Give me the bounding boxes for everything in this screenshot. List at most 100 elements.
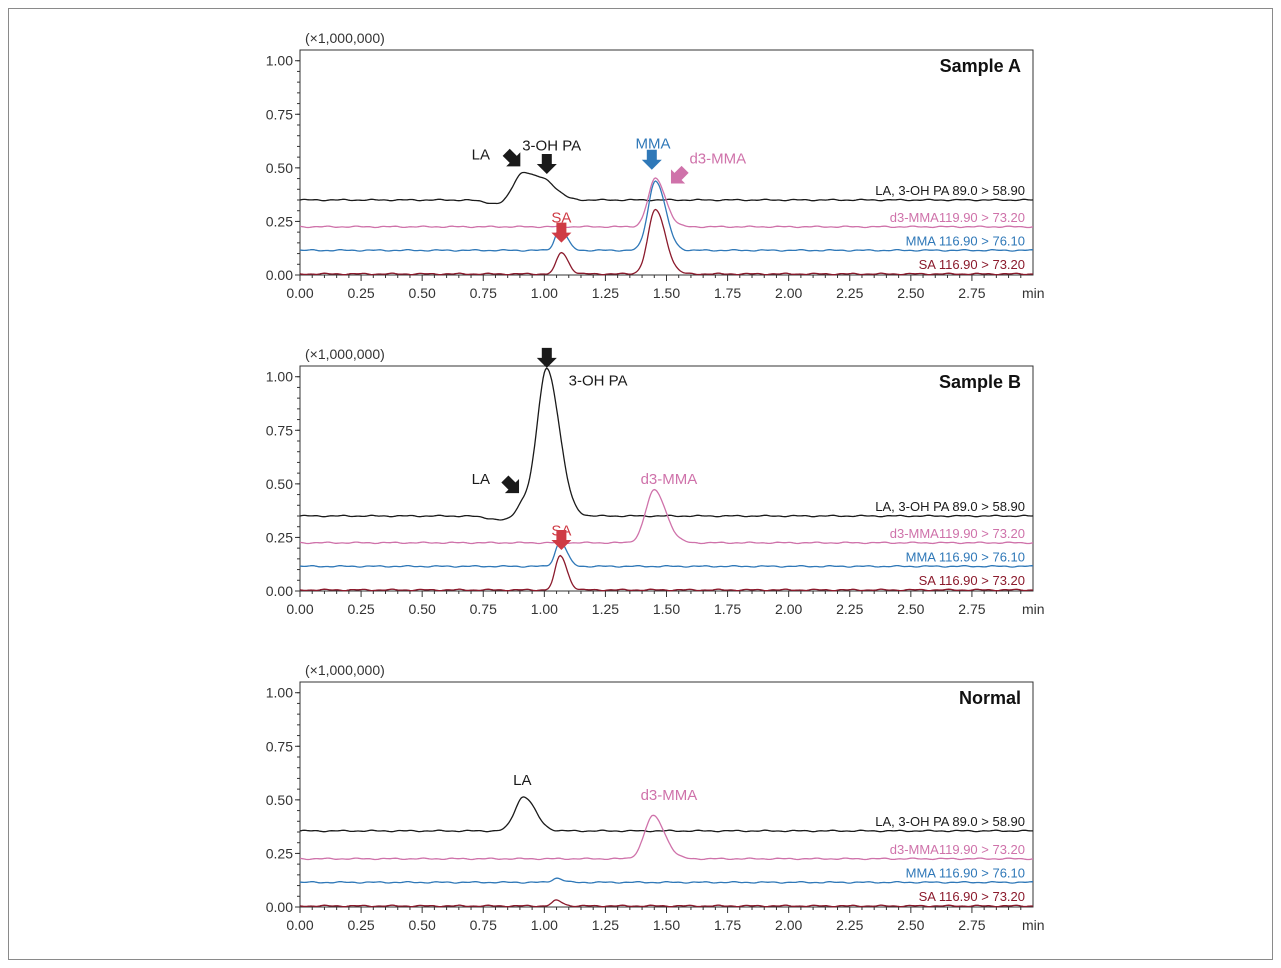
- peak-label-la: LA: [513, 772, 531, 789]
- y-tick-label: 0.25: [266, 213, 293, 229]
- y-tick-label: 0.00: [266, 267, 293, 283]
- y-tick-label: 0.75: [266, 422, 293, 438]
- trace-label: SA 116.90 > 73.20: [919, 889, 1025, 904]
- trace-label: LA, 3-OH PA 89.0 > 58.90: [875, 183, 1025, 198]
- x-tick-label: 0.75: [470, 917, 497, 933]
- trace-sa-116-90-73-20: [299, 899, 1034, 908]
- x-tick-label: 2.50: [897, 601, 924, 617]
- peak-arrow: [501, 475, 520, 494]
- peak-label-d3-mma: d3-MMA: [641, 471, 698, 488]
- panel-title: Normal: [959, 688, 1021, 708]
- trace-d3-mma119-90-73-20: [300, 814, 1034, 861]
- chart-panel-sample-a: (×1,000,000) 0.00 0.25 0.50 0.75 1.00 0.00 0.25…: [266, 30, 1045, 301]
- trace-label: LA, 3-OH PA 89.0 > 58.90: [875, 814, 1025, 829]
- trace-label: MMA 116.90 > 76.10: [906, 233, 1025, 248]
- arrow-shape: [641, 149, 662, 170]
- y-tick-label: 0.00: [266, 583, 293, 599]
- x-tick-label: 0.50: [409, 917, 436, 933]
- y-tick-label: 1.00: [266, 369, 293, 385]
- y-tick-label: 0.50: [266, 160, 293, 176]
- trace-label: d3-MMA119.90 > 73.20: [890, 210, 1025, 225]
- x-tick-label: 2.50: [897, 917, 924, 933]
- x-tick-label: 2.50: [897, 285, 924, 301]
- y-multiplier-label: (×1,000,000): [305, 346, 385, 362]
- trace-label: MMA 116.90 > 76.10: [906, 865, 1025, 880]
- x-tick-label: 0.25: [347, 917, 374, 933]
- x-tick-label: 0.50: [409, 601, 436, 617]
- arrow-shape: [670, 165, 689, 184]
- arrow-shape: [536, 154, 557, 174]
- x-tick-label: 1.50: [653, 601, 680, 617]
- y-tick-label: 0.75: [266, 738, 293, 754]
- arrow-shape: [536, 347, 557, 368]
- peak-label-mma: MMA: [636, 136, 671, 153]
- x-tick-label: 0.25: [347, 285, 374, 301]
- x-tick-label: 2.75: [958, 285, 985, 301]
- y-multiplier-label: (×1,000,000): [305, 30, 385, 46]
- x-tick-label: 1.75: [714, 601, 741, 617]
- x-tick-label: 1.75: [714, 285, 741, 301]
- x-tick-label: 1.25: [592, 601, 619, 617]
- trace-label: SA 116.90 > 73.20: [919, 573, 1025, 588]
- trace-la-3-oh-pa-89-0-58-90: [299, 796, 1033, 833]
- y-multiplier-label: (×1,000,000): [305, 662, 385, 678]
- trace-label: d3-MMA119.90 > 73.20: [890, 526, 1025, 541]
- y-tick-label: 0.75: [266, 106, 293, 122]
- y-tick-label: 1.00: [266, 685, 293, 701]
- x-tick-label: 2.00: [775, 917, 802, 933]
- y-tick-label: 1.00: [266, 53, 293, 69]
- peak-arrow: [551, 530, 572, 550]
- y-tick-label: 0.00: [266, 899, 293, 915]
- x-tick-label: 1.50: [653, 917, 680, 933]
- panel-title: Sample A: [940, 56, 1021, 76]
- y-tick-label: 0.25: [266, 845, 293, 861]
- figure-frame: [8, 8, 1273, 960]
- y-tick-label: 0.50: [266, 476, 293, 492]
- x-tick-label: 1.75: [714, 917, 741, 933]
- trace-mma-116-90-76-10: [300, 877, 1034, 884]
- trace-mma-116-90-76-10: [300, 180, 1034, 252]
- chart-panel-sample-b: (×1,000,000) 0.00 0.25 0.50 0.75 1.00 0.00 0.25…: [266, 346, 1045, 617]
- x-tick-label: 2.75: [958, 917, 985, 933]
- y-tick-label: 0.50: [266, 792, 293, 808]
- trace-label: MMA 116.90 > 76.10: [906, 549, 1025, 564]
- peak-label-3-oh-pa: 3-OH PA: [569, 372, 628, 389]
- x-tick-label: 2.25: [836, 285, 863, 301]
- x-unit-label: min: [1022, 917, 1045, 933]
- x-tick-label: 2.00: [775, 601, 802, 617]
- y-tick-label: 0.25: [266, 529, 293, 545]
- arrow-shape: [501, 475, 520, 494]
- trace-label: LA, 3-OH PA 89.0 > 58.90: [875, 499, 1025, 514]
- x-tick-label: 1.50: [653, 285, 680, 301]
- x-tick-label: 1.00: [531, 285, 558, 301]
- x-tick-label: 1.00: [531, 601, 558, 617]
- trace-label: SA 116.90 > 73.20: [919, 257, 1025, 272]
- peak-arrow: [502, 148, 521, 167]
- trace-mma-116-90-76-10: [300, 541, 1034, 568]
- peak-label-sa: SA: [551, 210, 571, 227]
- x-tick-label: 0.00: [286, 917, 313, 933]
- peak-label-d3-mma: d3-MMA: [689, 151, 746, 168]
- arrow-shape: [502, 148, 521, 167]
- trace-label: d3-MMA119.90 > 73.20: [890, 842, 1025, 857]
- x-tick-label: 2.00: [775, 285, 802, 301]
- trace-d3-mma119-90-73-20: [300, 177, 1034, 229]
- x-tick-label: 0.00: [286, 601, 313, 617]
- x-tick-label: 2.75: [958, 601, 985, 617]
- peak-label-la: LA: [472, 471, 490, 488]
- peak-arrow: [536, 154, 557, 174]
- arrow-shape: [551, 222, 572, 243]
- panel-title: Sample B: [939, 372, 1021, 392]
- x-tick-label: 0.75: [470, 285, 497, 301]
- peak-arrow: [551, 222, 572, 243]
- peak-label-d3-mma: d3-MMA: [641, 787, 698, 804]
- x-tick-label: 1.25: [592, 285, 619, 301]
- peak-arrow: [641, 149, 662, 170]
- x-tick-label: 1.25: [592, 917, 619, 933]
- chart-panel-normal: (×1,000,000) 0.00 0.25 0.50 0.75 1.00 0.00 0.25…: [266, 662, 1045, 933]
- trace-d3-mma119-90-73-20: [300, 488, 1034, 545]
- x-tick-label: 2.25: [836, 917, 863, 933]
- x-tick-label: 0.75: [470, 601, 497, 617]
- peak-label-la: LA: [472, 146, 490, 163]
